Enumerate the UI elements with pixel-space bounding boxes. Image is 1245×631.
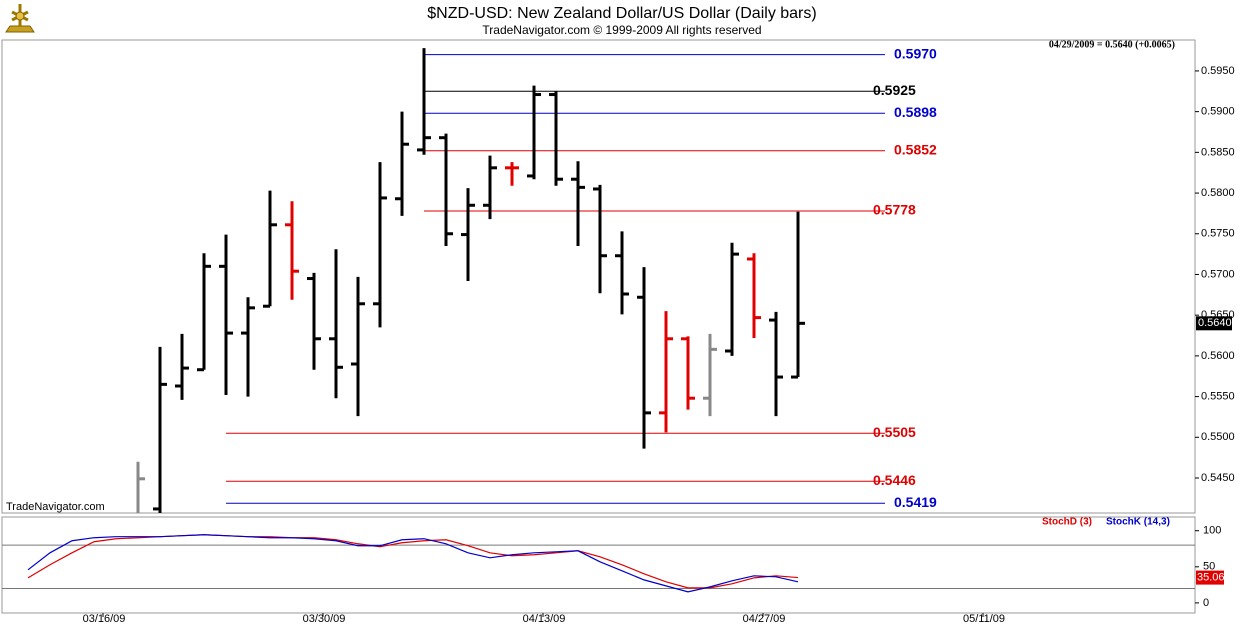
x-tick-label: 03/16/09 <box>83 613 126 625</box>
level-label: 0.5852 <box>894 141 937 157</box>
y-tick-label: 0.5800 <box>1201 187 1235 199</box>
y-tick-label: 0.5600 <box>1201 350 1235 362</box>
last-value-box <box>1196 570 1224 585</box>
x-tick-label: 04/27/09 <box>743 613 786 625</box>
y-tick-label: 0.5750 <box>1201 228 1235 240</box>
x-tick-label: 04/13/09 <box>523 613 566 625</box>
y-tick-label: 0.5550 <box>1201 390 1235 402</box>
level-label: 0.5446 <box>873 472 916 488</box>
x-tick-label: 03/30/09 <box>303 613 346 625</box>
watermark: TradeNavigator.com <box>6 501 105 513</box>
level-label: 0.5925 <box>873 82 916 98</box>
legend-entry: StochD (3) <box>1042 517 1092 528</box>
y-tick-label: 0.5900 <box>1201 106 1235 118</box>
stoch-plot <box>27 534 799 593</box>
last-price-box <box>1196 316 1232 331</box>
y-tick-label: 0.5950 <box>1201 65 1235 77</box>
level-label: 0.5898 <box>894 104 937 120</box>
stoch-panel <box>1 516 1196 614</box>
last-value-label: 35.06 <box>1197 571 1225 583</box>
y-tick-label: 0.5850 <box>1201 146 1235 158</box>
level-label: 0.5970 <box>894 45 937 61</box>
price-panel <box>1 39 1196 514</box>
y-tick-label: 100 <box>1203 525 1221 537</box>
legend-entry: StochK (14,3) <box>1106 517 1170 528</box>
level-label: 0.5419 <box>894 494 937 510</box>
y-tick-label: 0.5500 <box>1201 431 1235 443</box>
quote: 04/29/2009 = 0.5640 (+0.0065) <box>1049 39 1175 50</box>
level-label: 0.5778 <box>873 202 916 218</box>
y-tick-label: 0.5700 <box>1201 268 1235 280</box>
x-tick-label: 05/11/09 <box>963 613 1005 625</box>
y-tick-label: 0 <box>1203 597 1209 609</box>
logo <box>5 4 35 33</box>
y-tick-label: 0.5450 <box>1201 472 1235 484</box>
y-tick-label: 50 <box>1203 561 1215 573</box>
price-plot <box>136 48 885 513</box>
level-label: 0.5505 <box>873 424 916 440</box>
chart-subtitle: TradeNavigator.com © 1999-2009 All right… <box>482 23 761 37</box>
last-price-label: 0.5640 <box>1198 317 1232 329</box>
stoch-line <box>27 534 799 593</box>
chart-title: $NZD-USD: New Zealand Dollar/US Dollar (… <box>427 5 816 22</box>
